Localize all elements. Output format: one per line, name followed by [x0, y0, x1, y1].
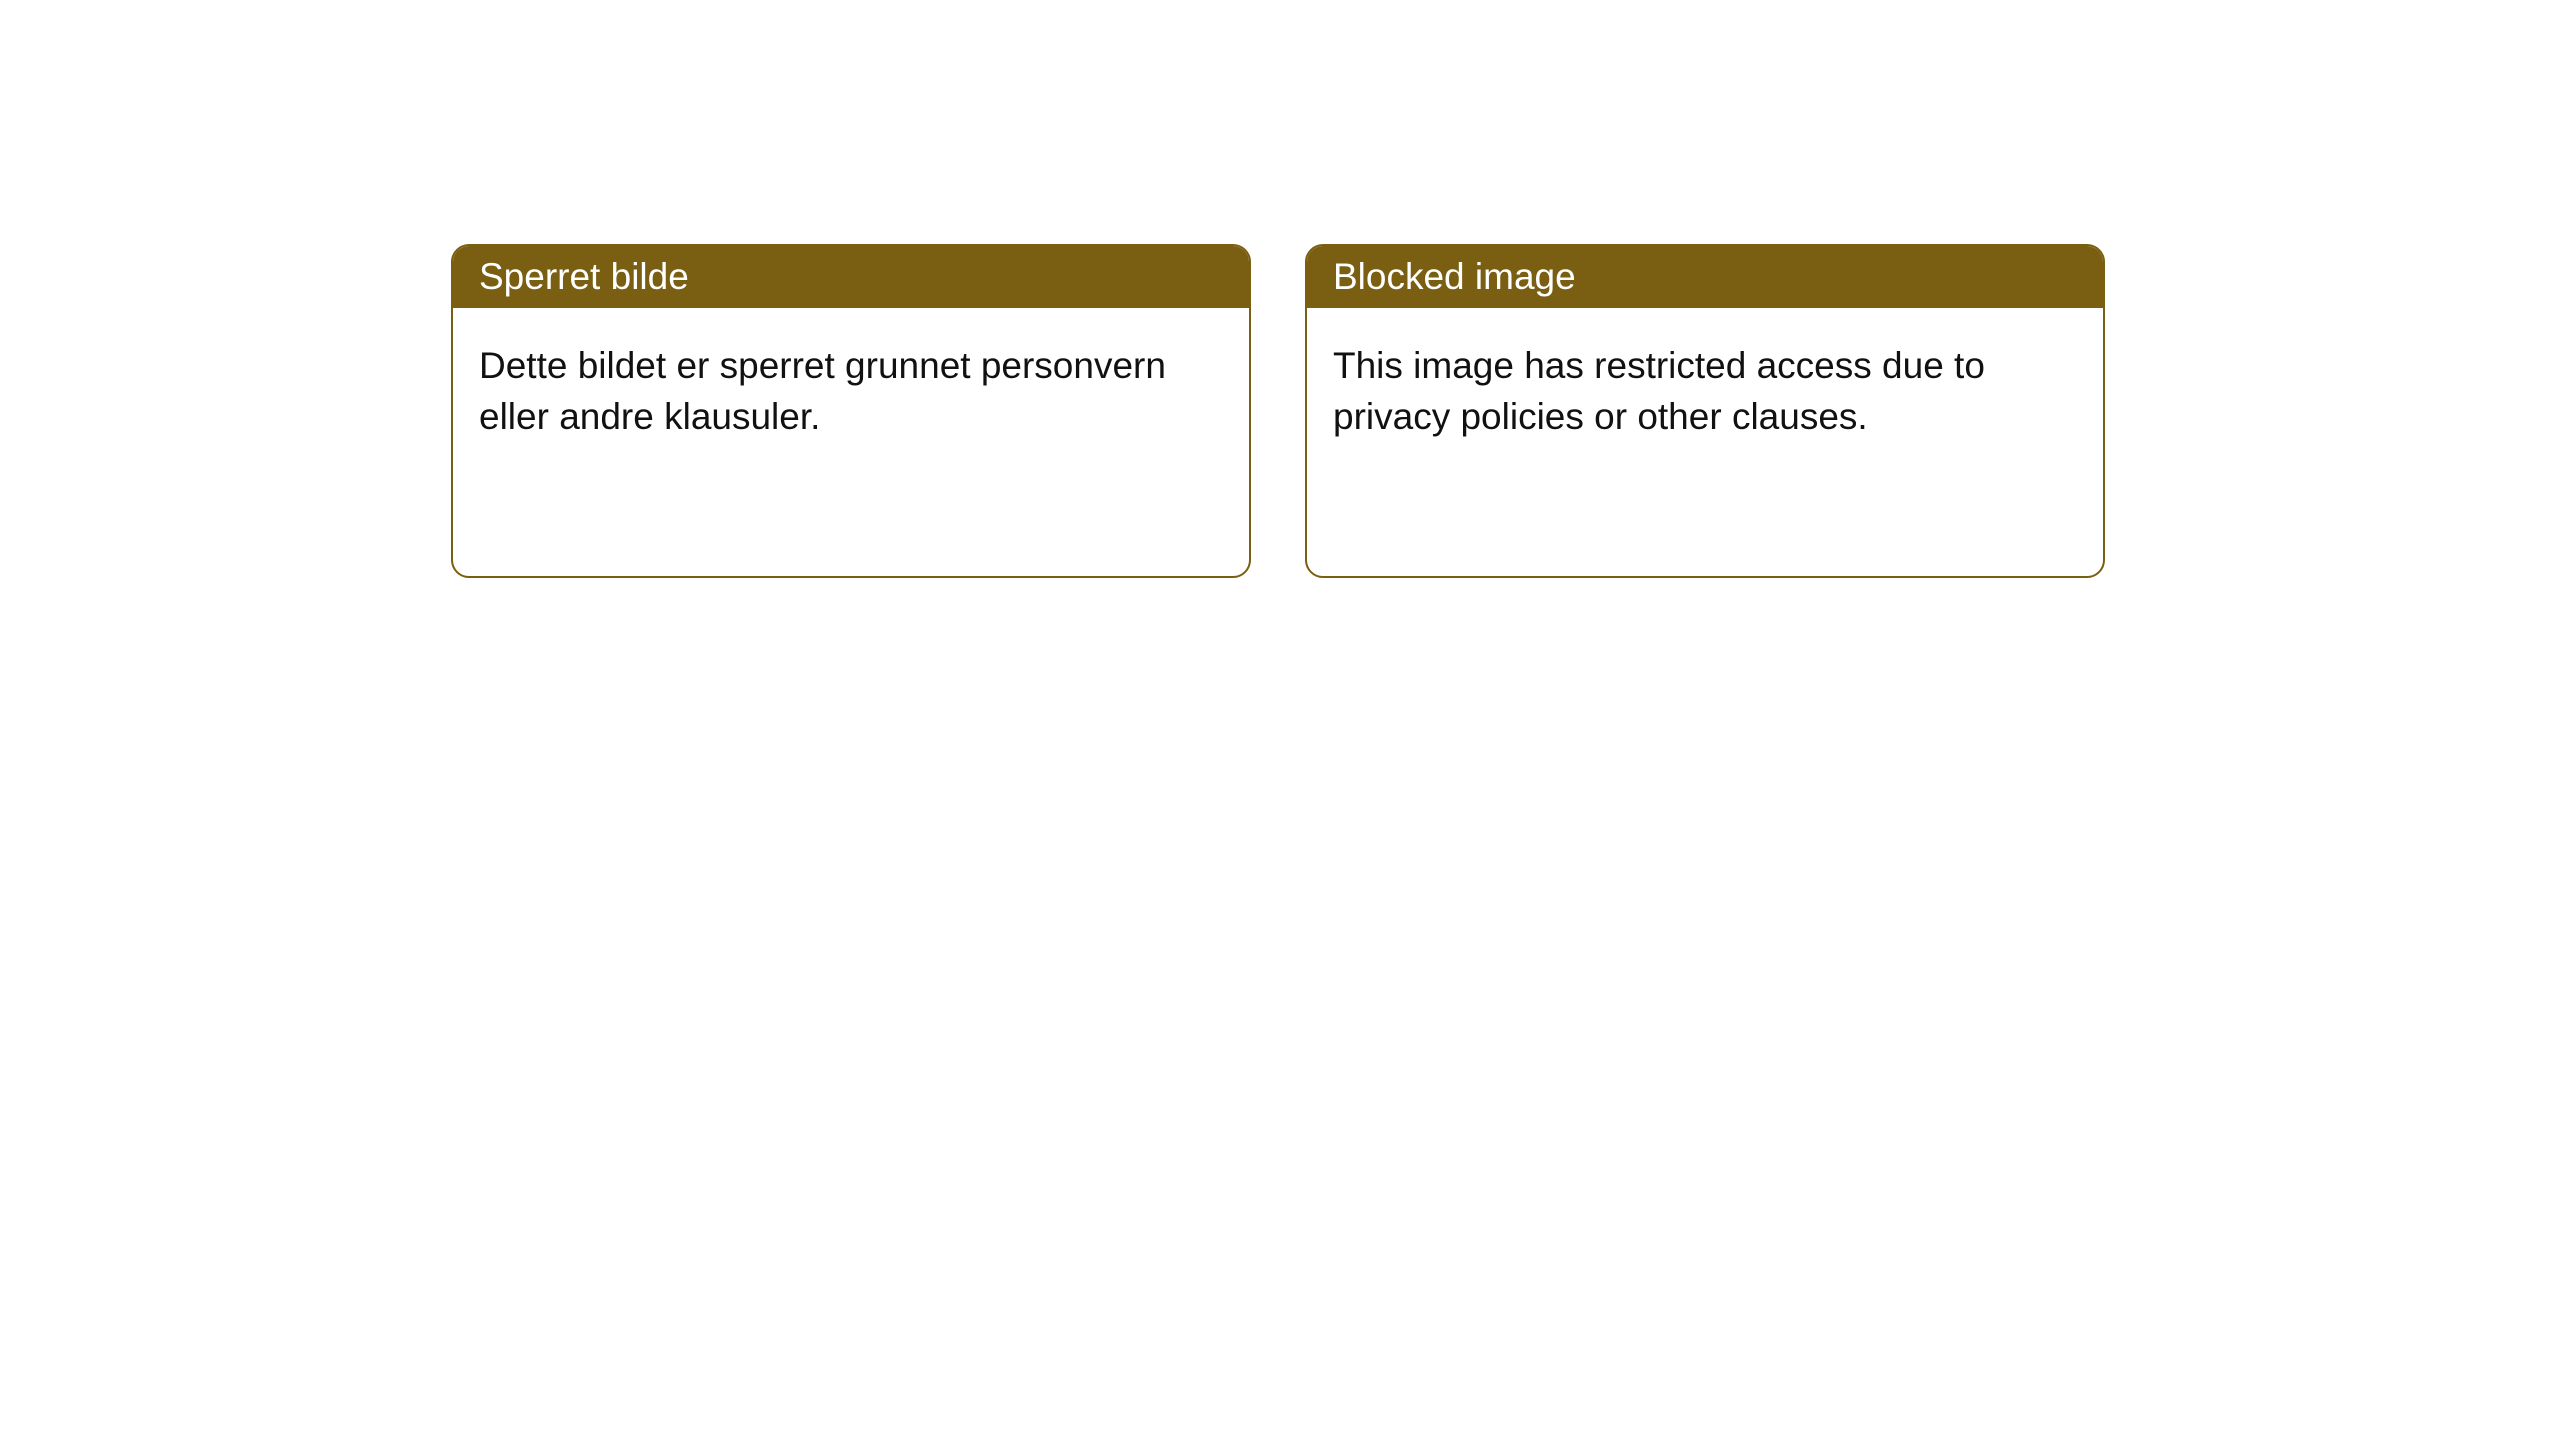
notice-title-norwegian: Sperret bilde	[453, 246, 1249, 308]
notice-body-norwegian: Dette bildet er sperret grunnet personve…	[453, 308, 1249, 576]
notice-card-norwegian: Sperret bilde Dette bildet er sperret gr…	[451, 244, 1251, 578]
notice-container: Sperret bilde Dette bildet er sperret gr…	[0, 0, 2560, 578]
notice-title-english: Blocked image	[1307, 246, 2103, 308]
notice-card-english: Blocked image This image has restricted …	[1305, 244, 2105, 578]
notice-body-english: This image has restricted access due to …	[1307, 308, 2103, 576]
